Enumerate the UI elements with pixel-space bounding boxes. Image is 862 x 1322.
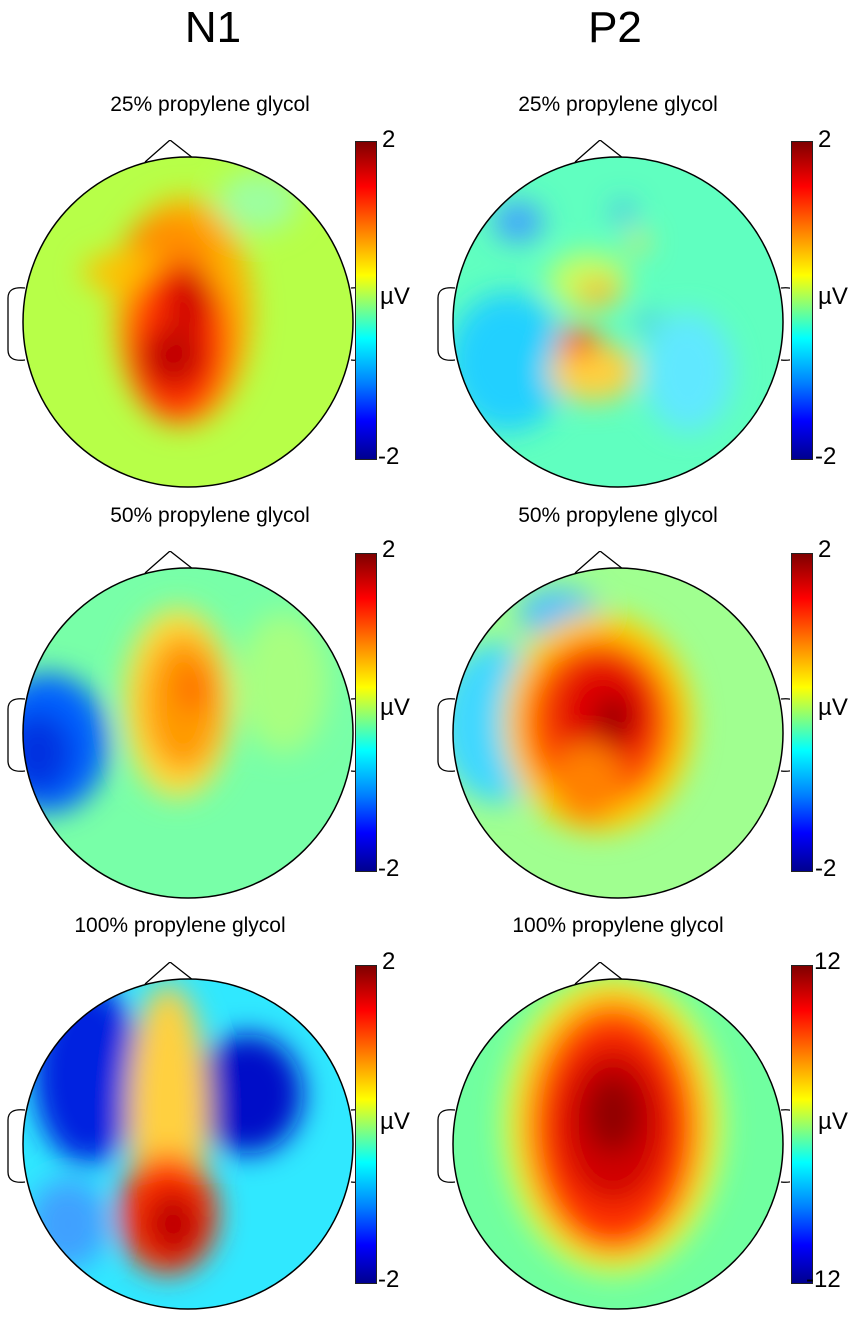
- colorbar-max-label: 2: [818, 126, 832, 153]
- colorbar-unit-label: µV: [818, 1108, 848, 1135]
- topomap-n1-50: [7, 551, 360, 899]
- colorbar-min-label: -2: [815, 855, 837, 882]
- colorbar-min-label: -2: [378, 855, 400, 882]
- colorbar: [355, 965, 377, 1284]
- colorbar-unit-label: µV: [380, 1108, 410, 1135]
- left-ear: [7, 698, 26, 772]
- field-region: [638, 314, 658, 330]
- panel-title: 50% propylene glycol: [110, 504, 310, 527]
- colorbar-min-label: -12: [806, 1266, 841, 1293]
- field-region: [453, 292, 568, 432]
- field-region: [23, 713, 73, 793]
- field-region: [613, 202, 633, 222]
- colorbar-max-label: 2: [382, 536, 396, 563]
- colorbar-max-label: 2: [818, 536, 832, 563]
- field-region: [548, 342, 638, 402]
- field-region: [585, 1074, 641, 1154]
- scalp-field: [23, 157, 353, 487]
- nose: [144, 962, 199, 985]
- nose: [574, 962, 629, 985]
- field-region: [578, 282, 618, 302]
- nose: [574, 140, 629, 163]
- colorbar-min-label: -2: [815, 443, 837, 470]
- colorbar: [355, 141, 377, 460]
- left-ear: [437, 698, 456, 772]
- head-outline: [452, 156, 784, 488]
- colorbar-max-label: 2: [382, 126, 396, 153]
- topomap-n1-100: [7, 962, 360, 1310]
- colorbar-min-label: -2: [378, 443, 400, 470]
- field-region: [218, 172, 298, 232]
- scalp-field: [23, 568, 353, 898]
- field-region: [643, 312, 733, 432]
- nose: [144, 140, 199, 163]
- colorbar: [791, 141, 813, 460]
- field-region: [175, 663, 211, 713]
- head-outline: [22, 156, 354, 488]
- colorbar: [355, 553, 377, 872]
- topomap-p2-100: [437, 962, 790, 1310]
- colorbar-min-label: -2: [378, 1266, 400, 1293]
- head-outline: [22, 567, 354, 899]
- colorbar-unit-label: µV: [380, 694, 410, 721]
- right-ear: [780, 698, 790, 772]
- field-region: [493, 202, 543, 242]
- field-region: [595, 696, 631, 740]
- colorbar-unit-label: µV: [818, 283, 848, 310]
- panel-title: 50% propylene glycol: [518, 504, 718, 527]
- nose: [574, 551, 629, 574]
- colorbar: [791, 553, 813, 872]
- colorbar-max-label: 2: [382, 948, 396, 975]
- topomap-p2-50: [437, 551, 790, 899]
- topomap-p2-25: [437, 140, 790, 488]
- field-region: [193, 1034, 303, 1154]
- head-outline: [452, 567, 784, 899]
- colorbar: [791, 965, 813, 1284]
- scalp-field: [453, 568, 783, 898]
- nose: [144, 551, 199, 574]
- left-ear: [7, 287, 26, 361]
- field-region: [33, 984, 143, 1164]
- field-region: [166, 267, 210, 337]
- panel-title: 25% propylene glycol: [518, 93, 718, 116]
- field-region: [238, 613, 328, 753]
- colorbar-unit-label: µV: [380, 283, 410, 310]
- field-region: [628, 232, 648, 252]
- column-title-p2: P2: [588, 3, 642, 52]
- scalp-field: [453, 979, 783, 1309]
- column-title-n1: N1: [184, 3, 242, 52]
- field-region: [143, 1189, 203, 1259]
- scalp-field: [23, 979, 353, 1309]
- field-region: [553, 743, 623, 823]
- colorbar-max-label: 12: [814, 948, 841, 975]
- left-ear: [437, 287, 456, 361]
- panel-title: 100% propylene glycol: [512, 914, 724, 937]
- field-region: [556, 327, 600, 357]
- panel-title: 25% propylene glycol: [110, 93, 310, 116]
- colorbar-unit-label: µV: [818, 694, 848, 721]
- left-ear: [437, 1109, 456, 1183]
- field-region: [28, 1179, 108, 1269]
- topomap-n1-25: [7, 140, 360, 488]
- right-ear: [780, 287, 790, 361]
- panel-title: 100% propylene glycol: [74, 914, 286, 937]
- scalp-field: [453, 157, 783, 487]
- left-ear: [7, 1109, 26, 1183]
- right-ear: [780, 1109, 790, 1183]
- field-region: [141, 327, 205, 387]
- field-region: [548, 252, 628, 312]
